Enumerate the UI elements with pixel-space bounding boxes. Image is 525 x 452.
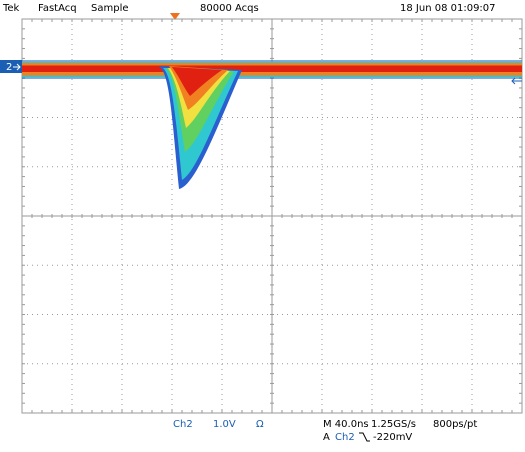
channel-marker-box — [0, 60, 22, 73]
graticule-border — [21, 18, 523, 414]
resolution: 800ps/pt — [433, 419, 477, 430]
trigger-level-arrow — [511, 77, 522, 85]
timestamp: 18 Jun 08 01:09:07 — [400, 3, 496, 14]
brand: Tek — [2, 3, 20, 14]
coupling: Ω — [256, 419, 264, 430]
trigger-label: A — [323, 432, 330, 443]
acquisition-count: 80000 Acqs — [200, 3, 259, 14]
trigger-source: Ch2 — [335, 432, 355, 443]
sample-rate: 1.25GS/s — [371, 419, 416, 430]
vertical-scale: 1.0V — [213, 419, 236, 430]
timebase: M 40.0ns — [323, 419, 369, 430]
acquisition-mode: FastAcq — [38, 3, 77, 14]
sample-mode: Sample — [91, 3, 129, 14]
waveform — [22, 60, 522, 189]
falling-edge-icon — [359, 432, 370, 442]
waveform-band-red — [22, 65, 522, 72]
channel-label: Ch2 — [173, 419, 193, 430]
channel-marker-arrow — [13, 63, 21, 71]
pulse-red — [172, 67, 222, 96]
trigger-position-marker — [170, 13, 180, 20]
trigger-level: -220mV — [373, 432, 412, 443]
channel-marker: 2 — [6, 62, 12, 73]
